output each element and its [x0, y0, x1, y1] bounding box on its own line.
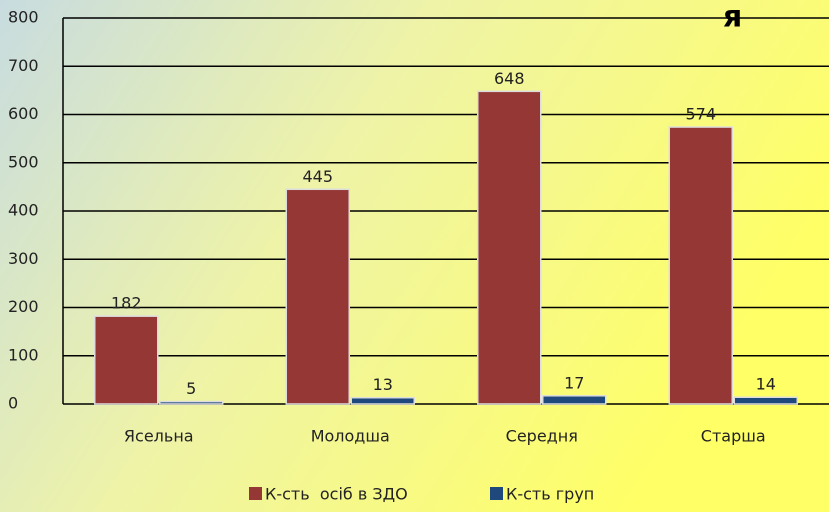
x-tick-label: Молодша — [311, 427, 390, 446]
value-label: 14 — [756, 375, 776, 394]
bar — [542, 395, 607, 405]
x-tick-label: Середня — [506, 427, 578, 446]
y-tick-label: 700 — [8, 56, 39, 75]
bar — [285, 188, 350, 405]
value-label: 574 — [685, 105, 716, 124]
legend-swatch — [490, 487, 503, 500]
y-tick-label: 600 — [8, 104, 39, 123]
legend-label: К-сть груп — [506, 485, 594, 504]
bar — [94, 315, 159, 405]
value-label: 5 — [186, 379, 196, 398]
value-label: 182 — [111, 294, 142, 313]
y-tick-label: 800 — [8, 8, 39, 27]
y-tick-label: 500 — [8, 152, 39, 171]
bar — [159, 400, 224, 405]
value-label: 17 — [564, 373, 584, 392]
y-tick-label: 200 — [8, 297, 39, 316]
value-label: 445 — [302, 167, 333, 186]
y-tick-label: 400 — [8, 201, 39, 220]
legend-swatch — [249, 487, 262, 500]
legend-label: К-сть осіб в ЗДО — [265, 485, 408, 504]
value-label: 648 — [494, 69, 525, 88]
y-tick-label: 300 — [8, 249, 39, 268]
bar — [668, 126, 733, 405]
x-tick-label: Старша — [701, 427, 766, 446]
value-label: 13 — [373, 375, 393, 394]
bar — [350, 396, 415, 405]
y-tick-label: 0 — [8, 394, 18, 413]
y-tick-label: 100 — [8, 345, 39, 364]
bar — [733, 396, 798, 405]
x-tick-label: Ясельна — [124, 427, 194, 446]
bar — [477, 90, 542, 405]
